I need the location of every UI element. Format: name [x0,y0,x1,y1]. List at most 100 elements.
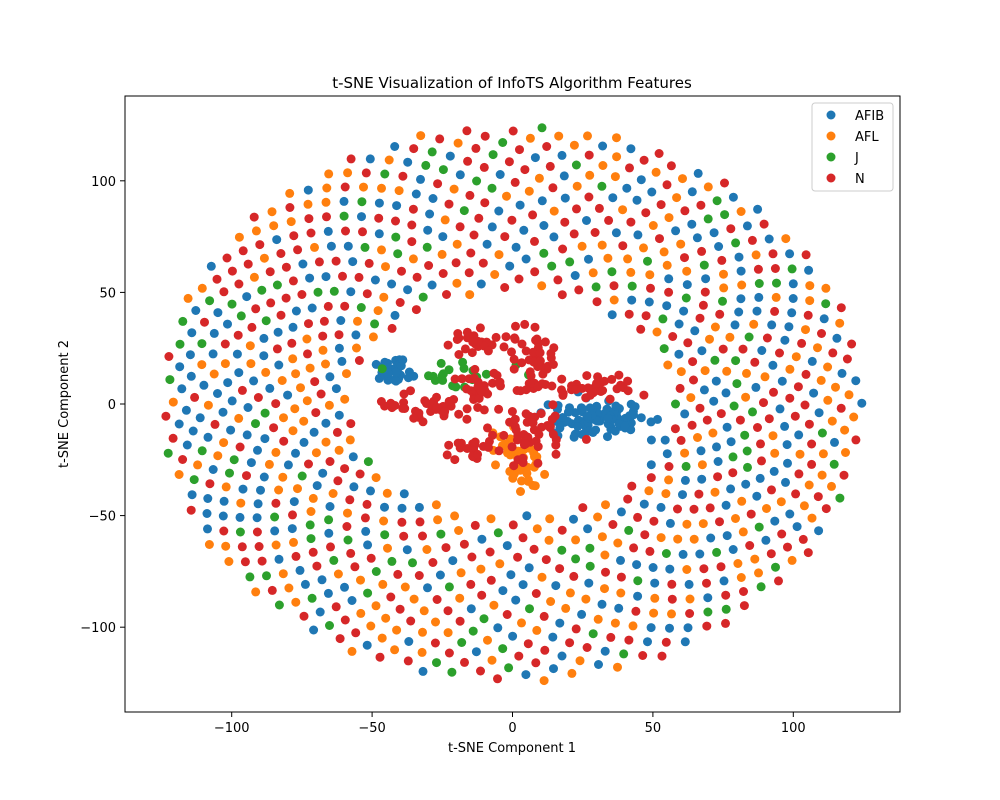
data-point [197,446,207,456]
data-point [508,520,518,530]
data-point [435,570,445,580]
data-point [516,487,525,496]
data-point [613,538,623,548]
data-point [821,504,831,514]
data-point [792,522,802,532]
data-point [851,376,861,386]
data-point [673,504,682,514]
data-point [626,144,636,154]
data-point [699,564,709,574]
data-point [305,273,315,283]
data-point [842,354,852,364]
data-point [659,247,669,257]
data-point [206,261,216,271]
data-point [539,611,549,621]
data-point [271,540,281,550]
data-point [708,428,718,438]
data-point [785,364,795,374]
data-point [474,213,484,223]
data-point [787,264,797,274]
data-point [493,674,502,684]
data-point [783,458,792,468]
data-point [507,407,517,416]
data-point [257,285,267,295]
data-point [300,579,310,589]
data-point [698,300,708,310]
data-point [428,194,438,203]
data-point [412,272,422,282]
data-point [343,535,353,545]
data-point [612,133,621,143]
chart-title: t-SNE Visualization of InfoTS Algorithm … [332,74,692,92]
data-point [363,588,373,598]
data-point [476,666,485,676]
data-point [703,182,713,192]
data-point [807,513,817,523]
data-point [346,154,356,164]
data-point [768,360,778,370]
data-point [343,241,353,251]
data-point [703,607,713,617]
data-point [687,219,697,229]
data-point [830,437,839,447]
data-point [709,396,719,406]
data-point [729,401,739,411]
data-point [673,534,683,544]
legend-marker [826,110,836,120]
data-point [664,287,674,297]
legend-label: AFIB [855,109,884,124]
data-point [462,384,472,394]
data-point [462,404,472,414]
data-point [524,563,534,573]
data-point [683,338,693,348]
data-point [304,459,313,469]
data-point [356,608,366,618]
data-point [374,213,384,223]
data-point [767,320,777,330]
data-point [712,442,721,452]
data-point [432,658,441,668]
data-point [665,518,675,528]
data-point [664,475,674,485]
data-point [436,358,446,368]
y-tick-label: 50 [99,286,116,301]
data-point [583,524,593,534]
data-point [495,377,505,387]
data-point [809,388,819,398]
data-point [643,637,652,647]
data-point [518,458,528,468]
data-point [827,481,836,491]
data-point [601,500,610,510]
data-point [393,569,403,579]
data-point [395,298,405,307]
data-point [712,547,722,557]
data-point [312,561,322,571]
data-point [756,582,766,592]
data-point [223,378,233,388]
data-point [224,557,234,566]
data-point [720,178,729,188]
data-point [481,369,491,379]
data-point [755,473,765,483]
data-point [293,484,302,494]
data-point [221,541,231,551]
data-point [278,569,288,579]
data-point [807,439,817,449]
data-point [777,376,787,386]
data-point [804,419,814,429]
data-point [780,335,790,345]
data-point [680,637,690,647]
data-point [645,546,655,556]
data-point [339,211,349,221]
data-point [243,403,253,412]
data-point [687,420,697,430]
data-point [218,407,228,417]
data-point [545,421,555,431]
data-point [498,586,508,596]
data-point [438,165,448,175]
data-point [163,448,173,458]
data-point [482,239,492,249]
data-point [251,587,261,597]
data-point [303,349,312,359]
data-point [662,449,672,459]
